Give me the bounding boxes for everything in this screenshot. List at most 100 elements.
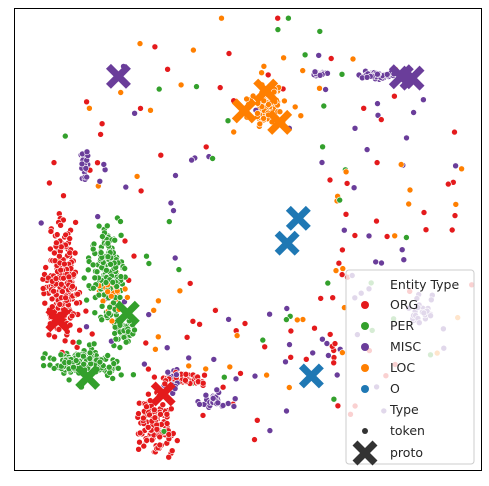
token-point-loc <box>406 186 414 194</box>
token-point-org <box>135 445 142 453</box>
token-point-loc <box>108 292 115 300</box>
token-point-org <box>168 405 175 413</box>
token-point-per <box>95 222 103 230</box>
token-point-org <box>444 180 452 188</box>
token-point-per <box>336 196 344 204</box>
token-point-loc <box>230 128 237 136</box>
token-point-loc <box>349 55 357 63</box>
token-point-loc <box>265 101 272 108</box>
token-point-misc <box>315 52 323 59</box>
token-point-org <box>62 231 69 239</box>
token-point-misc <box>37 219 45 227</box>
token-point-per <box>122 338 130 346</box>
token-point-loc <box>218 14 225 22</box>
token-point-org <box>69 338 77 346</box>
token-point-misc <box>283 407 290 415</box>
token-point-org <box>451 128 458 136</box>
token-point-org <box>142 339 150 347</box>
token-point-org <box>163 410 171 418</box>
token-point-misc <box>398 246 406 253</box>
token-point-org <box>136 429 144 437</box>
token-point-loc <box>147 107 154 114</box>
token-point-per <box>209 155 216 162</box>
token-point-org <box>71 249 79 257</box>
token-point-misc <box>219 402 227 409</box>
token-point-misc <box>311 68 319 76</box>
token-point-loc <box>299 67 307 74</box>
token-point-per <box>40 362 47 369</box>
legend-label-token: token <box>390 423 425 438</box>
legend-label-loc: LOC <box>390 360 415 375</box>
token-point-per <box>98 316 105 324</box>
token-point-loc <box>260 115 267 122</box>
prototype-marker-misc <box>399 65 425 91</box>
token-point-misc <box>100 161 108 168</box>
token-point-per <box>104 253 112 261</box>
prototype-marker-o <box>274 230 300 256</box>
token-point-org <box>383 233 391 240</box>
token-point-org <box>82 307 90 315</box>
token-point-org <box>143 403 150 411</box>
token-point-loc <box>185 362 192 370</box>
token-point-org <box>189 317 197 325</box>
token-point-org <box>343 180 351 187</box>
token-point-misc <box>374 70 381 78</box>
token-point-per <box>57 351 65 359</box>
token-point-org <box>69 282 76 290</box>
token-point-org <box>165 453 172 461</box>
token-point-misc <box>324 70 331 77</box>
token-point-loc <box>452 201 460 208</box>
token-point-org <box>161 380 169 388</box>
token-point-org <box>373 159 381 166</box>
token-point-org <box>39 285 47 292</box>
token-point-loc <box>190 46 197 54</box>
token-point-loc <box>150 306 157 314</box>
token-point-org <box>60 274 67 282</box>
token-point-org <box>94 159 101 166</box>
token-point-org <box>373 217 380 225</box>
token-point-misc <box>318 159 326 166</box>
token-point-per <box>330 395 338 403</box>
token-point-per <box>75 338 83 346</box>
token-point-per <box>95 291 103 299</box>
token-point-misc <box>340 226 348 234</box>
token-point-per <box>89 245 97 253</box>
legend: Entity Type ORG PER MISC LOC O Type toke… <box>345 269 475 466</box>
token-point-org <box>216 84 224 91</box>
token-point-per <box>319 143 326 151</box>
token-point-loc <box>293 316 301 324</box>
token-point-per <box>90 340 98 348</box>
token-point-org <box>219 383 227 391</box>
token-point-org <box>448 226 456 234</box>
token-point-org <box>88 330 96 338</box>
token-point-per <box>106 303 113 311</box>
token-point-org <box>159 401 167 409</box>
legend-marker-org <box>361 301 369 309</box>
token-point-loc <box>297 112 305 119</box>
token-point-org <box>225 50 233 57</box>
token-point-org <box>47 245 54 253</box>
token-point-misc <box>163 344 171 352</box>
legend-marker-loc <box>361 364 369 372</box>
token-point-loc <box>177 81 185 89</box>
token-point-org <box>144 423 152 431</box>
token-point-org <box>156 433 163 441</box>
token-point-org <box>164 66 171 73</box>
token-point-misc <box>171 254 179 262</box>
token-point-misc <box>410 109 417 116</box>
token-point-org <box>47 228 55 235</box>
prototype-marker-per <box>75 364 101 390</box>
legend-label-per: PER <box>390 318 414 333</box>
token-point-per <box>106 369 113 376</box>
legend-box <box>345 269 475 465</box>
token-point-org <box>241 320 249 327</box>
token-point-org <box>66 249 73 257</box>
token-point-loc <box>226 363 234 371</box>
token-point-org <box>174 437 181 444</box>
token-point-loc <box>108 317 116 325</box>
legend-label-misc: MISC <box>390 339 421 354</box>
token-point-misc <box>251 372 259 380</box>
prototype-marker-org <box>45 307 71 333</box>
token-point-misc <box>231 395 239 403</box>
token-point-misc <box>283 305 291 312</box>
